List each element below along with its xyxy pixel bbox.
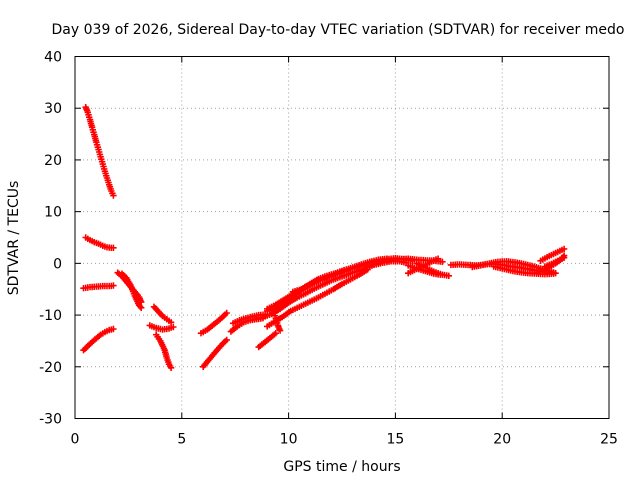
x-tick-label: 25 bbox=[600, 432, 618, 448]
data-point-markers bbox=[80, 325, 117, 354]
y-tick-label: -20 bbox=[39, 360, 62, 376]
data-marks bbox=[80, 104, 568, 371]
plot-area-frame bbox=[74, 56, 610, 419]
data-point-markers bbox=[146, 322, 177, 333]
data-point-markers bbox=[118, 270, 145, 311]
data-point-markers bbox=[289, 267, 348, 295]
data-point-markers bbox=[150, 303, 175, 326]
y-axis-label: SDTVAR / TECUs bbox=[6, 181, 22, 296]
data-series-arc-10 bbox=[200, 336, 230, 370]
data-point-markers bbox=[264, 266, 371, 330]
data-point-markers bbox=[82, 104, 117, 199]
data-point-markers bbox=[153, 331, 175, 371]
y-tick-label: 40 bbox=[44, 50, 62, 66]
data-series-arc-19 bbox=[264, 266, 371, 330]
y-tick-label: -10 bbox=[39, 308, 62, 324]
data-series-arc-7 bbox=[150, 303, 175, 326]
y-tick-label: -30 bbox=[39, 412, 62, 428]
y-tick-label: 30 bbox=[44, 101, 62, 117]
chart-title: Day 039 of 2026, Sidereal Day-to-day VTE… bbox=[52, 22, 625, 38]
data-series-arc-30 bbox=[541, 254, 568, 270]
y-tick-label: 0 bbox=[53, 256, 62, 272]
x-axis-label: GPS time / hours bbox=[283, 459, 400, 475]
data-series-arc-3 bbox=[80, 282, 117, 292]
x-tick-label: 15 bbox=[386, 432, 404, 448]
data-point-markers bbox=[82, 234, 117, 251]
data-series-arc-11 bbox=[197, 309, 230, 337]
data-point-markers bbox=[413, 260, 452, 279]
x-tick-label: 0 bbox=[71, 432, 80, 448]
data-series-arc-24 bbox=[413, 260, 452, 279]
y-tick-label: 20 bbox=[44, 153, 62, 169]
data-series-arc-9 bbox=[153, 331, 175, 371]
data-series-arc-6 bbox=[118, 270, 145, 311]
data-point-markers bbox=[537, 245, 568, 264]
data-series-arc-2 bbox=[82, 234, 117, 251]
data-series-arc-8 bbox=[146, 322, 177, 333]
x-tick-label: 10 bbox=[280, 432, 298, 448]
data-point-markers bbox=[541, 254, 568, 270]
data-point-markers bbox=[197, 309, 230, 337]
y-tick-label: 10 bbox=[44, 205, 62, 221]
data-series-arc-20 bbox=[289, 267, 348, 295]
data-point-markers bbox=[255, 330, 279, 351]
data-series-arc-28 bbox=[537, 245, 568, 264]
data-point-markers bbox=[200, 336, 230, 370]
data-point-markers bbox=[80, 282, 117, 292]
grid-layer bbox=[75, 56, 609, 419]
data-series-arc-1 bbox=[82, 104, 117, 199]
x-tick-label: 20 bbox=[493, 432, 511, 448]
data-series-arc-14 bbox=[255, 330, 279, 351]
x-tick-label: 5 bbox=[177, 432, 186, 448]
data-series-arc-4 bbox=[80, 325, 117, 354]
axis-ticks: -30 -20 -10 0 10 20 30 40 0 5 10 15 20 25 bbox=[39, 50, 618, 448]
